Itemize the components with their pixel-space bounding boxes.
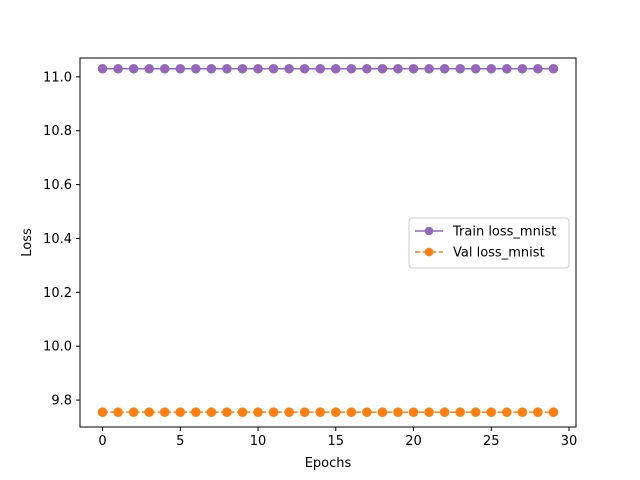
data-point — [486, 63, 497, 74]
series-train — [97, 63, 559, 74]
x-tick-label: 10 — [250, 434, 267, 449]
x-axis: 0 5 10 15 20 25 30 — [98, 427, 577, 449]
data-point — [144, 407, 154, 417]
data-point — [128, 63, 139, 74]
data-point — [299, 63, 310, 74]
data-point — [439, 407, 450, 417]
y-tick-label: 10.6 — [43, 178, 72, 193]
y-tick-label: 9.8 — [51, 394, 72, 409]
data-point — [548, 63, 559, 74]
data-point — [97, 63, 108, 74]
data-point — [175, 63, 186, 74]
y-tick-label: 10.8 — [43, 124, 72, 139]
data-point — [455, 407, 465, 417]
x-axis-label: Epochs — [305, 456, 352, 471]
legend-marker — [424, 226, 434, 236]
data-point — [159, 407, 170, 417]
data-point — [470, 407, 481, 417]
data-point — [377, 63, 388, 74]
x-tick-label: 15 — [328, 434, 345, 449]
data-point — [191, 407, 201, 417]
data-point — [362, 63, 372, 74]
data-point — [144, 63, 154, 74]
data-point — [377, 407, 388, 417]
data-point — [330, 407, 341, 417]
data-point — [175, 407, 186, 417]
data-point — [346, 407, 357, 417]
data-point — [517, 63, 528, 74]
y-axis-label: Loss — [20, 228, 35, 257]
y-tick-label: 10.2 — [43, 286, 72, 301]
data-point — [206, 63, 217, 74]
data-point — [97, 407, 108, 417]
data-point — [408, 63, 419, 74]
data-point — [268, 407, 279, 417]
data-point — [222, 407, 232, 417]
x-tick-label: 25 — [483, 434, 500, 449]
data-point — [548, 407, 559, 417]
y-axis: 9.8 10.0 10.2 10.4 10.6 10.8 11.0 — [43, 70, 80, 409]
data-point — [424, 63, 434, 74]
series-val — [97, 407, 559, 417]
data-point — [284, 63, 294, 74]
data-point — [502, 407, 512, 417]
data-point — [486, 407, 497, 417]
data-point — [346, 63, 357, 74]
data-point — [268, 63, 279, 74]
plot-frame — [79, 57, 577, 428]
data-point — [159, 63, 170, 74]
x-tick-label: 30 — [561, 434, 578, 449]
data-point — [517, 407, 528, 417]
data-point — [362, 407, 372, 417]
data-point — [237, 407, 248, 417]
data-point — [393, 407, 403, 417]
data-point — [439, 63, 450, 74]
data-point — [455, 63, 465, 74]
data-point — [424, 407, 434, 417]
data-point — [393, 63, 403, 74]
data-point — [113, 407, 123, 417]
data-point — [315, 63, 326, 74]
data-point — [299, 407, 310, 417]
y-tick-label: 10.4 — [43, 232, 72, 247]
data-point — [502, 63, 512, 74]
data-point — [237, 63, 248, 74]
legend-marker — [424, 247, 434, 257]
data-point — [253, 63, 263, 74]
data-point — [222, 63, 232, 74]
data-point — [470, 63, 481, 74]
x-tick-label: 0 — [98, 434, 106, 449]
series-layer — [97, 63, 559, 417]
legend: Train loss_mnist Val loss_mnist — [408, 217, 570, 269]
data-point — [206, 407, 217, 417]
y-tick-label: 10.0 — [43, 340, 72, 355]
data-point — [408, 407, 419, 417]
data-point — [533, 407, 543, 417]
data-point — [533, 63, 543, 74]
data-point — [113, 63, 123, 74]
x-tick-label: 20 — [405, 434, 422, 449]
data-point — [253, 407, 263, 417]
data-point — [128, 407, 139, 417]
legend-label: Val loss_mnist — [453, 246, 545, 261]
data-point — [191, 63, 201, 74]
data-point — [284, 407, 294, 417]
legend-label: Train loss_mnist — [452, 225, 556, 240]
data-point — [315, 407, 326, 417]
data-point — [330, 63, 341, 74]
y-tick-label: 11.0 — [43, 70, 72, 85]
legend-box — [408, 217, 570, 269]
x-tick-label: 5 — [176, 434, 184, 449]
